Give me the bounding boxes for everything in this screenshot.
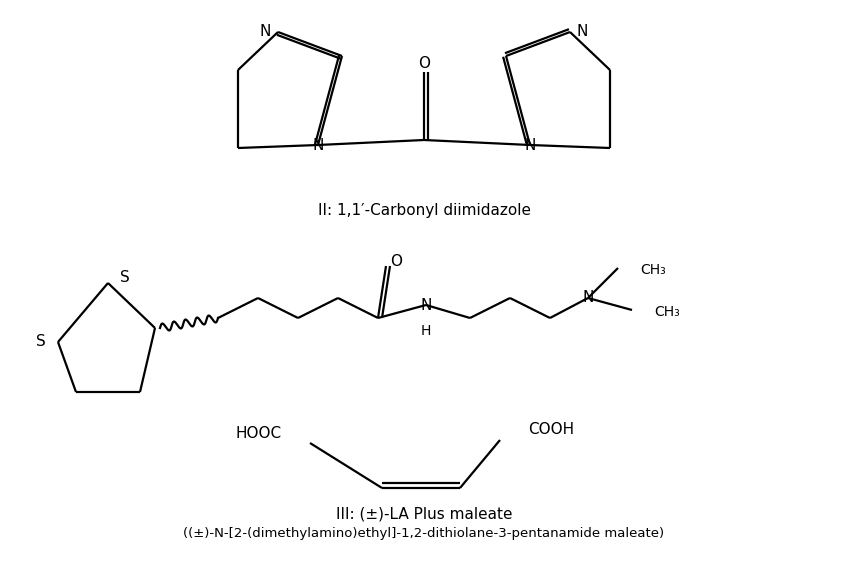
Text: N: N xyxy=(421,297,432,312)
Text: N: N xyxy=(583,290,594,306)
Text: S: S xyxy=(120,271,130,285)
Text: N: N xyxy=(577,24,589,39)
Text: III: (±)-LA Plus maleate: III: (±)-LA Plus maleate xyxy=(336,506,512,522)
Text: S: S xyxy=(36,334,46,350)
Text: O: O xyxy=(390,254,402,270)
Text: N: N xyxy=(524,138,536,152)
Text: COOH: COOH xyxy=(528,422,574,438)
Text: N: N xyxy=(259,24,271,39)
Text: N: N xyxy=(312,138,324,152)
Text: H: H xyxy=(421,324,431,338)
Text: O: O xyxy=(418,56,430,72)
Text: CH₃: CH₃ xyxy=(640,263,666,277)
Text: ((±)-N-[2-(dimethylamino)ethyl]-1,2-dithiolane-3-pentanamide maleate): ((±)-N-[2-(dimethylamino)ethyl]-1,2-dith… xyxy=(183,527,665,540)
Text: CH₃: CH₃ xyxy=(654,305,680,319)
Text: HOOC: HOOC xyxy=(236,425,282,440)
Text: II: 1,1′-Carbonyl diimidazole: II: 1,1′-Carbonyl diimidazole xyxy=(317,202,531,218)
